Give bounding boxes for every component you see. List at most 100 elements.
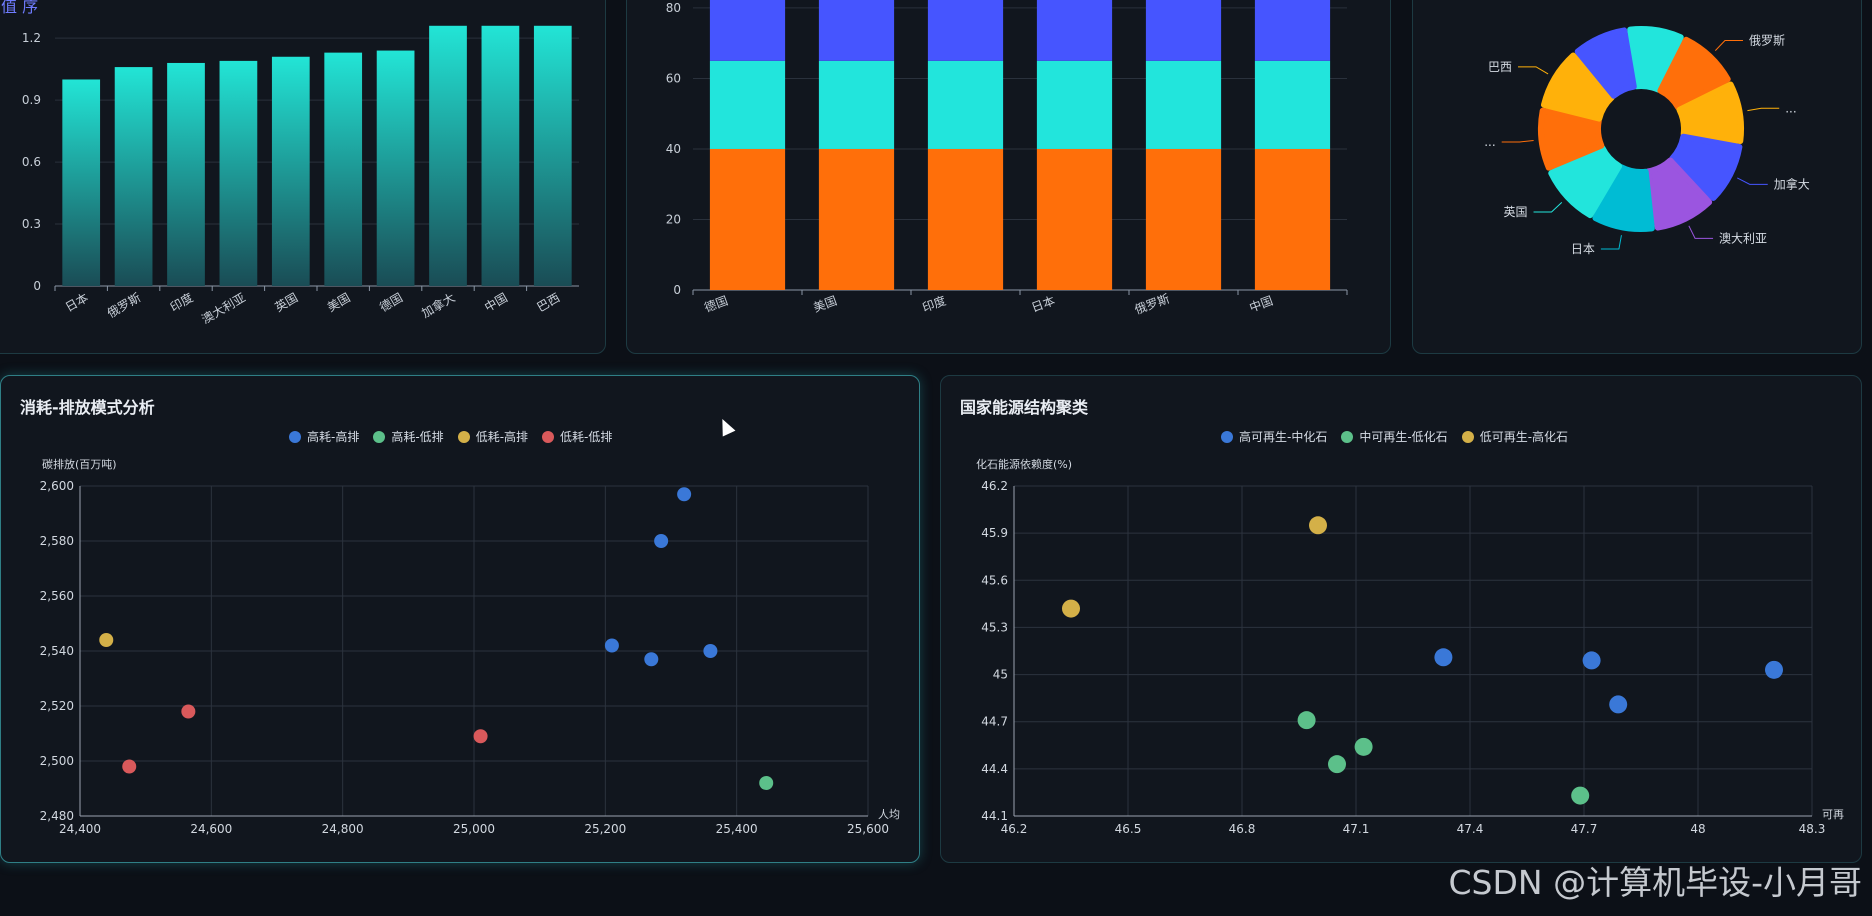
x-tick-label: 24,800 — [322, 822, 364, 836]
legend-item[interactable]: 高耗-高排 — [289, 428, 359, 445]
label-line — [1600, 235, 1622, 250]
x-tick-label: 25,400 — [716, 822, 758, 836]
bar-chart-panel: 值 序 0 0.3 0.6 0.9 1.2 日本 俄罗斯 印度 澳大利亚 英国 美国 德国 加拿大 中国 巴… — [0, 0, 606, 354]
legend-label: 高可再生-中化石 — [1239, 430, 1328, 444]
bar-segment — [1036, 148, 1113, 290]
data-point — [181, 704, 196, 719]
slice-label: 加拿大 — [1774, 176, 1810, 191]
bar-chart: 0 0.3 0.6 0.9 1.2 日本 俄罗斯 印度 澳大利亚 英国 美国 德国 加拿大 中国 巴西 — [22, 25, 579, 327]
data-point — [677, 487, 692, 502]
y-tick-label: 40 — [666, 142, 681, 156]
bar-segment — [927, 60, 1004, 149]
slice-label: ... — [1785, 101, 1796, 115]
data-point — [1297, 711, 1316, 730]
data-point — [473, 729, 488, 744]
x-tick-label: 澳大利亚 — [199, 290, 248, 326]
bar-segment — [1145, 0, 1222, 61]
legend-item[interactable]: 高耗-低排 — [373, 428, 444, 445]
x-tick-label: 俄罗斯 — [105, 290, 143, 320]
bar — [62, 79, 101, 286]
bar — [376, 50, 415, 286]
legend-item[interactable]: 低耗-高排 — [457, 428, 529, 445]
panel-corner-label: 值 序 — [1, 0, 39, 16]
y-tick-label: 0.6 — [22, 155, 41, 169]
pie-slice — [1669, 133, 1743, 201]
legend-label: 中可再生-低化石 — [1359, 430, 1448, 444]
bar-segment — [1036, 60, 1113, 149]
y-tick-label: 44.7 — [981, 715, 1008, 729]
data-point — [604, 638, 619, 653]
y-tick-label: 2,560 — [40, 589, 74, 603]
data-point — [759, 776, 774, 790]
data-point — [1354, 737, 1373, 756]
data-point — [1582, 651, 1601, 670]
bar-segment — [818, 0, 895, 61]
panel-title: 国家能源结构聚类 — [960, 398, 1089, 417]
data-point — [703, 644, 718, 658]
legend-item[interactable]: 低可再生-高化石 — [1461, 428, 1568, 445]
y-tick-label: 80 — [666, 1, 681, 15]
x-tick-label: 巴西 — [535, 290, 563, 314]
pie-slice — [1538, 107, 1605, 171]
x-tick-label: 25,600 — [847, 822, 889, 836]
x-tick-label: 中国 — [1247, 293, 1275, 315]
y-tick-label: 20 — [666, 212, 681, 226]
data-point — [1571, 786, 1590, 805]
x-tick-label: 47.4 — [1457, 822, 1484, 836]
legend-item[interactable]: 中可再生-低化石 — [1341, 428, 1448, 445]
data-point — [654, 534, 669, 548]
x-tick-label: 48 — [1690, 822, 1705, 836]
x-tick-label: 英国 — [273, 290, 301, 314]
bar-segment — [1254, 148, 1331, 290]
x-tick-label: 48.3 — [1799, 822, 1826, 836]
watermark: CSDN @计算机毕设-小月哥 — [1448, 863, 1862, 902]
legend-dot-icon — [373, 430, 386, 443]
slice-label: ... — [1484, 135, 1495, 149]
y-tick-label: 1.2 — [22, 31, 41, 45]
y-tick-label: 45 — [993, 668, 1008, 682]
bar-segment — [709, 0, 786, 61]
legend-label: 低耗-高排 — [475, 430, 529, 444]
legend-label: 低耗-低排 — [560, 430, 613, 444]
bar-segment — [818, 148, 895, 290]
pie-slice — [1627, 26, 1684, 93]
data-point — [1765, 660, 1783, 679]
scatter-chart: 2,480 2,500 2,520 2,540 2,560 2,580 2,600 24,40… — [40, 457, 900, 836]
bar-segment — [1145, 60, 1222, 149]
pie-slice — [1548, 144, 1623, 219]
legend-item[interactable]: 高可再生-中化石 — [1221, 428, 1327, 445]
y-tick-label: 0 — [673, 283, 681, 297]
bar-segment — [818, 60, 895, 149]
legend-dot-icon — [289, 430, 301, 443]
consumption-emission-panel: 消耗-排放模式分析 高耗-高排 高耗-低排 低耗-高排 低耗-低排 2,480 2,50… — [0, 375, 920, 863]
x-tick-label: 加拿大 — [419, 290, 458, 321]
legend-dot-icon — [542, 430, 555, 443]
panel-title: 消耗-排放模式分析 — [20, 398, 155, 417]
x-tick-label: 德国 — [377, 290, 405, 315]
x-tick-label: 俄罗斯 — [1133, 292, 1172, 317]
label-line — [1747, 107, 1780, 112]
bar-segment — [927, 0, 1004, 61]
y-tick-label: 2,580 — [40, 534, 74, 548]
bar-segment — [1254, 60, 1331, 149]
x-tick-label: 中国 — [482, 290, 510, 315]
label-line — [1518, 66, 1549, 75]
x-tick-label: 46.8 — [1229, 822, 1256, 836]
x-tick-label: 25,200 — [584, 822, 626, 836]
legend-dot-icon — [1341, 430, 1354, 443]
label-line — [1737, 177, 1768, 185]
x-tick-label: 25,000 — [453, 822, 495, 836]
legend-item[interactable]: 低耗-低排 — [542, 428, 612, 445]
bar — [429, 25, 467, 287]
x-tick-label: 日本 — [63, 290, 91, 314]
bar-segment — [1254, 0, 1331, 61]
rose-pie-panel: 俄罗斯... 加拿大 澳大利亚 日本 英国... 巴西 — [1412, 0, 1862, 354]
x-tick-label: 46.2 — [1001, 822, 1028, 836]
legend: 高耗-高排 高耗-低排 低耗-高排 低耗-低排 — [289, 428, 612, 445]
label-line — [1533, 202, 1563, 213]
slice-label: 英国 — [1504, 205, 1528, 219]
data-point — [1328, 755, 1346, 774]
scatter-chart: 44.1 44.4 44.7 45 45.3 45.6 45.9 46.2 46.2 46.5 46… — [976, 457, 1844, 836]
bar-segment — [1036, 0, 1113, 61]
